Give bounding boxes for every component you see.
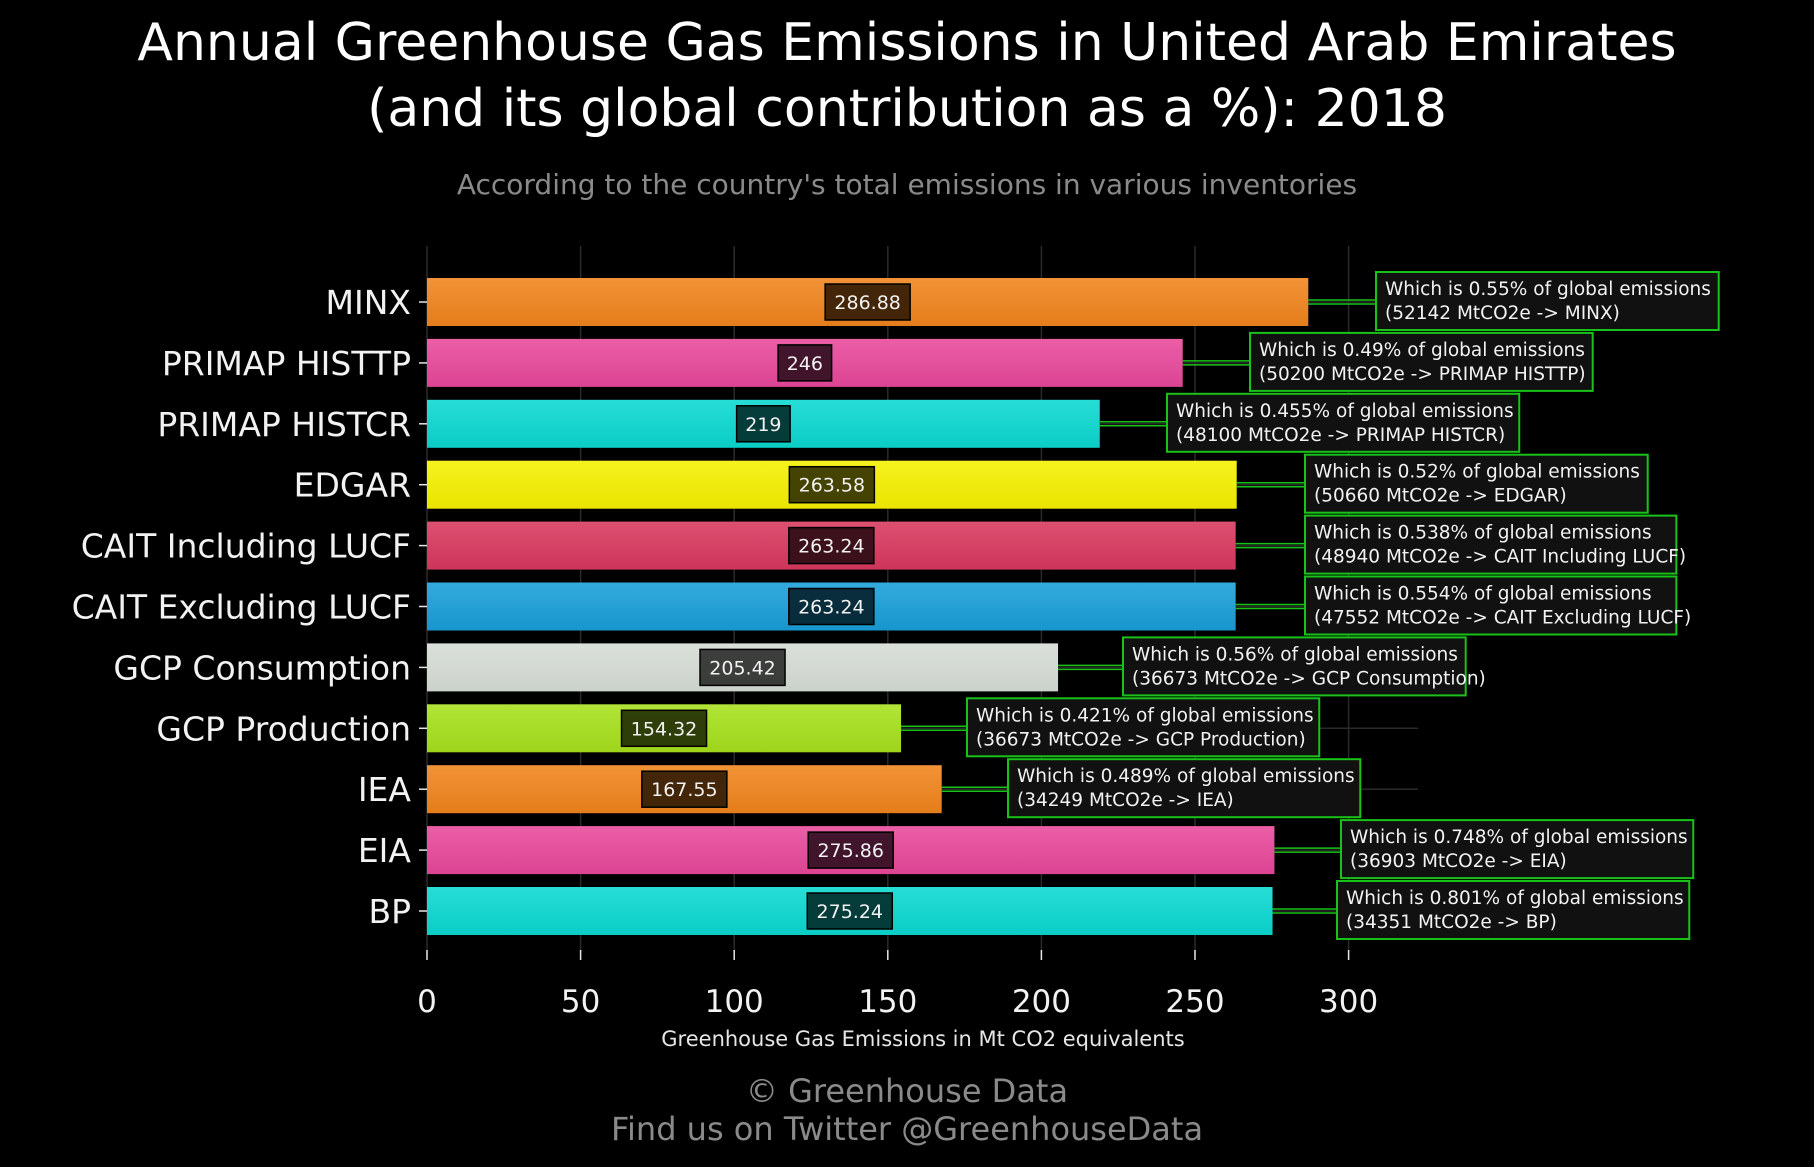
- x-axis: 0 50 100 150 200 250 300: [417, 950, 1378, 1020]
- annotation: Which is 0.52% of global emissions (50660…: [1304, 453, 1649, 514]
- annotation-box: [966, 697, 1321, 758]
- x-tick-label: 50: [561, 984, 600, 1020]
- category-label: EDGAR: [294, 466, 411, 505]
- annotation-line-1: Which is 0.489% of global emissions: [1017, 766, 1355, 787]
- value-label: 246: [787, 353, 823, 375]
- annotation: Which is 0.455% of global emissions (4810…: [1166, 392, 1521, 453]
- annotation-line-2: (50660 MtCO2e -> EDGAR): [1314, 486, 1567, 507]
- annotation-line-1: Which is 0.56% of global emissions: [1132, 644, 1458, 665]
- value-label: 263.24: [798, 597, 864, 619]
- annotation-line-2: (36673 MtCO2e -> GCP Production): [976, 729, 1306, 750]
- annotation-line-2: (48100 MtCO2e -> PRIMAP HISTCR): [1176, 425, 1505, 446]
- annotation-line-1: Which is 0.55% of global emissions: [1385, 279, 1711, 300]
- annotation: Which is 0.554% of global emissions (4755…: [1304, 575, 1691, 636]
- annotation-line-2: (36673 MtCO2e -> GCP Consumption): [1132, 668, 1486, 689]
- value-label: 275.24: [817, 901, 883, 923]
- annotation-box: [1304, 453, 1649, 514]
- category-label: GCP Production: [156, 709, 411, 748]
- annotation-line-2: (36903 MtCO2e -> EIA): [1350, 851, 1567, 872]
- value-label: 263.58: [799, 475, 865, 497]
- annotation-box: [1340, 819, 1695, 880]
- value-label-box: [806, 892, 894, 930]
- value-label: 154.32: [631, 718, 697, 740]
- annotation-line-1: Which is 0.748% of global emissions: [1350, 827, 1688, 848]
- category-label: CAIT Including LUCF: [81, 527, 411, 566]
- annotation-line-1: Which is 0.801% of global emissions: [1346, 888, 1684, 909]
- title-line-1: Annual Greenhouse Gas Emissions in Unite…: [137, 13, 1677, 73]
- category-label: IEA: [358, 770, 412, 809]
- annotation-box: [1304, 514, 1678, 575]
- annotation: Which is 0.538% of global emissions (4894…: [1304, 514, 1686, 575]
- x-tick-label: 300: [1319, 984, 1378, 1020]
- x-tick-label: 250: [1165, 984, 1224, 1020]
- annotation-line-1: Which is 0.421% of global emissions: [976, 705, 1314, 726]
- value-label-box: [788, 526, 875, 565]
- annotation-line-2: (52142 MtCO2e -> MINX): [1385, 303, 1620, 324]
- chart-title: Annual Greenhouse Gas Emissions in Unite…: [0, 10, 1814, 142]
- annotation: Which is 0.49% of global emissions (50200…: [1249, 331, 1594, 392]
- annotation-line-2: (47552 MtCO2e -> CAIT Excluding LUCF): [1314, 608, 1691, 629]
- category-label: CAIT Excluding LUCF: [72, 588, 411, 627]
- footer-credit: © Greenhouse Data: [745, 1072, 1069, 1110]
- footer: © Greenhouse Data Find us on Twitter @Gr…: [0, 1072, 1814, 1148]
- value-label-box: [788, 587, 875, 626]
- annotation-box: [1122, 636, 1467, 697]
- annotation: Which is 0.801% of global emissions (3435…: [1336, 880, 1691, 940]
- annotation-line-2: (50200 MtCO2e -> PRIMAP HISTTP): [1259, 364, 1586, 385]
- value-label-box: [735, 405, 791, 443]
- chart-subtitle: According to the country's total emissio…: [456, 168, 1358, 201]
- value-label-box: [807, 831, 894, 869]
- y-axis: MINX PRIMAP HISTTP PRIMAP HISTCR EDGAR CAIT …: [72, 283, 427, 931]
- annotations-group: Which is 0.55% of global emissions (52142…: [901, 271, 1720, 940]
- annotation-line-1: Which is 0.554% of global emissions: [1314, 584, 1652, 605]
- annotation-box: [1336, 880, 1691, 940]
- category-label: MINX: [326, 283, 412, 322]
- value-label-box: [699, 648, 786, 687]
- annotation-line-1: Which is 0.538% of global emissions: [1314, 523, 1652, 544]
- value-label: 219: [745, 414, 781, 436]
- annotation-box: [1007, 758, 1362, 819]
- footer-twitter: Find us on Twitter @GreenhouseData: [610, 1110, 1204, 1148]
- annotation-line-1: Which is 0.52% of global emissions: [1314, 462, 1640, 483]
- value-label-box: [777, 344, 833, 382]
- annotation-line-2: (48940 MtCO2e -> CAIT Including LUCF): [1314, 547, 1686, 568]
- annotation-line-2: (34351 MtCO2e -> BP): [1346, 912, 1557, 933]
- annotation-line-2: (34249 MtCO2e -> IEA): [1017, 790, 1234, 811]
- annotation: Which is 0.748% of global emissions (3690…: [1340, 819, 1695, 880]
- x-tick-label: 150: [858, 984, 917, 1020]
- annotation: Which is 0.56% of global emissions (36673…: [1122, 636, 1486, 697]
- x-tick-label: 0: [417, 984, 437, 1020]
- annotation-box: [1249, 331, 1594, 392]
- x-tick-label: 100: [705, 984, 764, 1020]
- annotation: Which is 0.489% of global emissions (3424…: [1007, 758, 1362, 819]
- annotation-box: [1375, 271, 1720, 331]
- annotation-line-1: Which is 0.49% of global emissions: [1259, 340, 1585, 361]
- value-label: 167.55: [651, 779, 717, 801]
- category-label: EIA: [358, 831, 412, 870]
- value-label-box: [824, 283, 911, 321]
- annotation-line-1: Which is 0.455% of global emissions: [1176, 401, 1514, 422]
- title-line-2: (and its global contribution as a %): 20…: [367, 79, 1447, 139]
- value-label-box: [788, 465, 876, 504]
- annotation-box: [1166, 392, 1521, 453]
- x-axis-label: Greenhouse Gas Emissions in Mt CO2 equiv…: [661, 1027, 1184, 1051]
- value-label: 205.42: [709, 657, 775, 679]
- annotation: Which is 0.55% of global emissions (52142…: [1375, 271, 1720, 331]
- value-label-box: [641, 770, 728, 808]
- category-label: PRIMAP HISTTP: [162, 344, 411, 383]
- category-label: PRIMAP HISTCR: [157, 405, 411, 444]
- annotation: Which is 0.421% of global emissions (3667…: [966, 697, 1321, 758]
- value-label: 286.88: [834, 292, 900, 314]
- category-label: GCP Consumption: [113, 648, 411, 687]
- bars-group: 286.88 246 219 263.58 263.24 263.24 205.42 154.…: [427, 278, 1309, 935]
- value-label-box: [620, 709, 708, 748]
- value-label: 263.24: [798, 536, 864, 558]
- category-label: BP: [368, 892, 411, 931]
- annotation-box: [1304, 575, 1678, 636]
- value-label: 275.86: [817, 840, 883, 862]
- x-tick-label: 200: [1012, 984, 1071, 1020]
